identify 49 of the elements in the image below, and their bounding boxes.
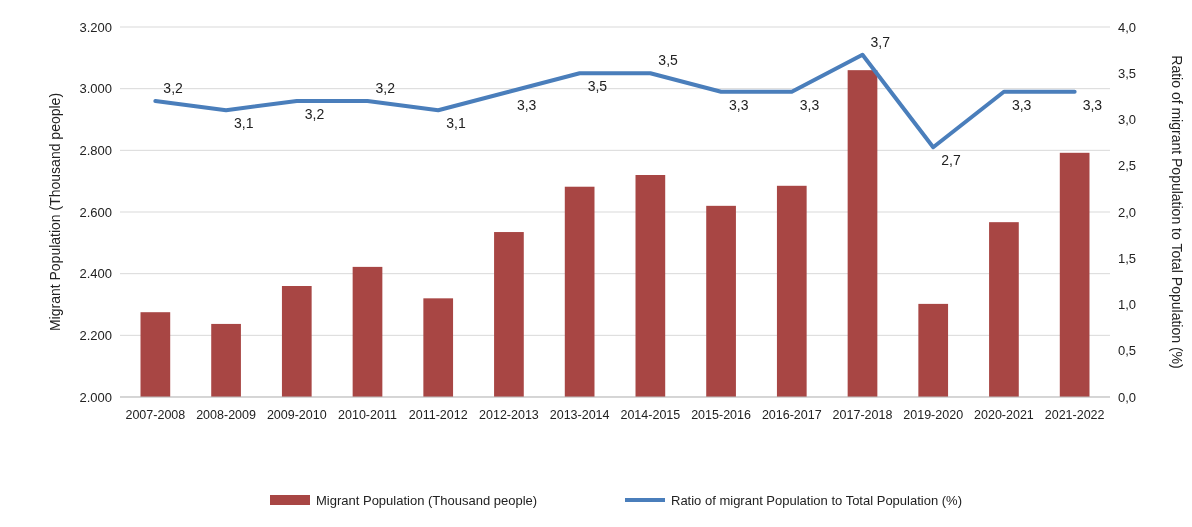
x-tick-label: 2009-2010 (266, 408, 327, 422)
y-tick-label: 2.600 (79, 204, 112, 220)
y2-tick-label: 0,0 (1118, 389, 1137, 405)
data-label: 3,5 (658, 52, 679, 69)
y-tick-label: 2.000 (79, 389, 112, 405)
data-label: 3,2 (304, 106, 325, 122)
data-label: 3,3 (516, 96, 537, 113)
data-label: 3,1 (234, 115, 254, 132)
y2-tick-label: 2,0 (1118, 204, 1137, 220)
y2-tick-label: 2,5 (1118, 158, 1137, 174)
data-label: 3,5 (587, 78, 608, 95)
y2-tick-label: 4,0 (1118, 19, 1137, 35)
x-tick-label: 2013-2014 (549, 408, 610, 422)
x-tick-label: 2020-2021 (974, 408, 1034, 422)
x-tick-label: 2007-2008 (125, 408, 186, 422)
data-label: 3,1 (446, 115, 466, 132)
x-tick-label: 2011-2012 (408, 408, 468, 422)
data-label: 3,2 (375, 80, 396, 96)
x-tick-label: 2015-2016 (691, 408, 752, 422)
data-label: 2,7 (941, 152, 961, 169)
legend-label: Ratio of migrant Population to Total Population (%) (671, 492, 962, 508)
y-axis-title: Migrant Population (Thousand people) (47, 92, 63, 332)
x-tick-label: 2019-2020 (903, 408, 964, 422)
data-label: 3,3 (799, 96, 820, 113)
data-label: 3,7 (870, 33, 891, 50)
y2-tick-label: 1,0 (1118, 297, 1137, 313)
line-series (153, 52, 1077, 150)
x-tick-label: 2014-2015 (620, 408, 681, 422)
data-label: 3,3 (1082, 96, 1103, 113)
x-tick-label: 2016-2017 (761, 408, 822, 422)
y2-tick-label: 3,0 (1118, 112, 1137, 128)
x-tick-label: 2012-2013 (479, 408, 539, 422)
y2-axis-title: Ratio of migrant Population to Total Population (%) (1169, 55, 1185, 369)
x-tick-label: 2010-2011 (338, 408, 397, 422)
x-tick-label: 2017-2018 (832, 408, 893, 422)
y-tick-label: 3.200 (79, 19, 112, 35)
legend-label: Migrant Population (Thousand people) (316, 492, 538, 508)
y2-tick-label: 0,5 (1118, 343, 1137, 359)
y-tick-label: 3.000 (79, 81, 112, 97)
data-label: 3,3 (729, 96, 749, 113)
y-tick-label: 2.400 (79, 266, 112, 282)
data-label: 3,2 (163, 80, 184, 96)
y2-tick-label: 3,5 (1118, 65, 1137, 81)
data-label: 3,3 (1011, 96, 1032, 113)
x-tick-label: 2008-2009 (196, 408, 257, 422)
y2-tick-label: 1,5 (1118, 250, 1137, 266)
y-tick-label: 2.800 (79, 142, 112, 158)
x-tick-label: 2021-2022 (1044, 408, 1105, 422)
y-tick-label: 2.200 (79, 327, 112, 343)
